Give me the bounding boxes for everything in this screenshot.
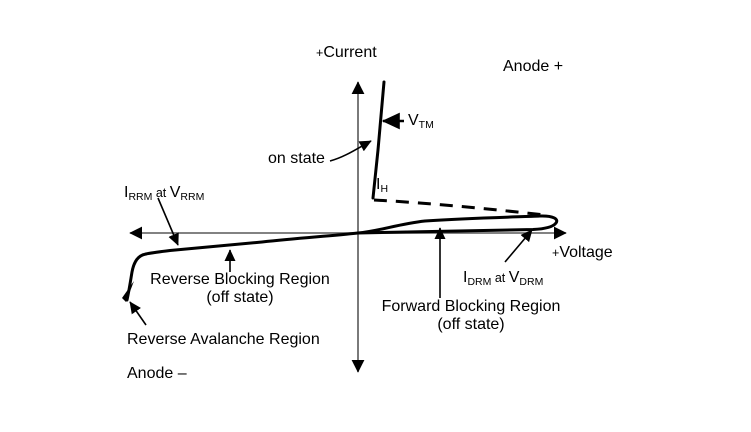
idrm-i: I — [463, 269, 468, 286]
vtm-base: V — [408, 112, 419, 129]
reverse-blocking-line-2: (off state) — [206, 289, 274, 307]
label-anode-plus: Anode + — [503, 58, 564, 75]
label-forward-blocking-region: Forward Blocking Region (off state) — [372, 298, 570, 335]
ih-base: I — [376, 176, 381, 193]
label-on-state: on state — [268, 150, 325, 167]
label-ih: IH — [376, 176, 389, 195]
current-text: Current — [323, 44, 377, 61]
idrm-v-subscript: DRM — [519, 276, 544, 288]
current-sign: + — [316, 46, 324, 60]
label-reverse-blocking-region: Reverse Blocking Region (off state) — [145, 271, 335, 308]
label-reverse-avalanche-region: Reverse Avalanche Region — [127, 331, 320, 348]
on-state-leader-arrow — [329, 140, 372, 162]
irrm-v: V — [169, 184, 181, 201]
idrm-i-subscript: DRM — [467, 276, 492, 288]
irrm-v-subscript: RRM — [180, 191, 205, 203]
vtm-subscript: TM — [418, 119, 434, 131]
irrm-i-subscript: RRM — [128, 191, 153, 203]
idrm-at: at — [491, 271, 509, 285]
voltage-text: Voltage — [559, 244, 613, 261]
label-idrm-at-vdrm: IDRM at VDRM — [463, 269, 544, 288]
irrm-i: I — [124, 184, 129, 201]
curve-forward-blocking — [356, 214, 559, 235]
label-irrm-at-vrrm: IRRM at VRRM — [124, 184, 205, 203]
idrm-leader-arrow — [504, 229, 533, 263]
reverse-avalanche-endpoint-arrow — [122, 281, 134, 302]
axis-label-voltage: +Voltage — [552, 244, 613, 262]
label-vtm: VTM — [408, 112, 434, 131]
reverse-avalanche-leader-arrow — [129, 301, 147, 326]
irrm-leader-arrow — [157, 197, 179, 246]
reverse-blocking-line-1: Reverse Blocking Region — [150, 271, 330, 288]
idrm-v: V — [508, 269, 520, 286]
irrm-at: at — [152, 186, 170, 200]
curve-reverse-avalanche — [125, 252, 148, 302]
curve-holding-dashed — [373, 198, 546, 217]
ih-subscript: H — [380, 183, 389, 195]
forward-blocking-line-1: Forward Blocking Region — [381, 298, 561, 315]
curve-reverse-blocking — [144, 231, 360, 256]
label-anode-minus: Anode – — [127, 365, 187, 382]
forward-blocking-line-2: (off state) — [437, 316, 505, 334]
axis-label-current: +Current — [316, 44, 377, 62]
curve-on-state — [371, 80, 386, 200]
voltage-sign: + — [552, 246, 560, 260]
